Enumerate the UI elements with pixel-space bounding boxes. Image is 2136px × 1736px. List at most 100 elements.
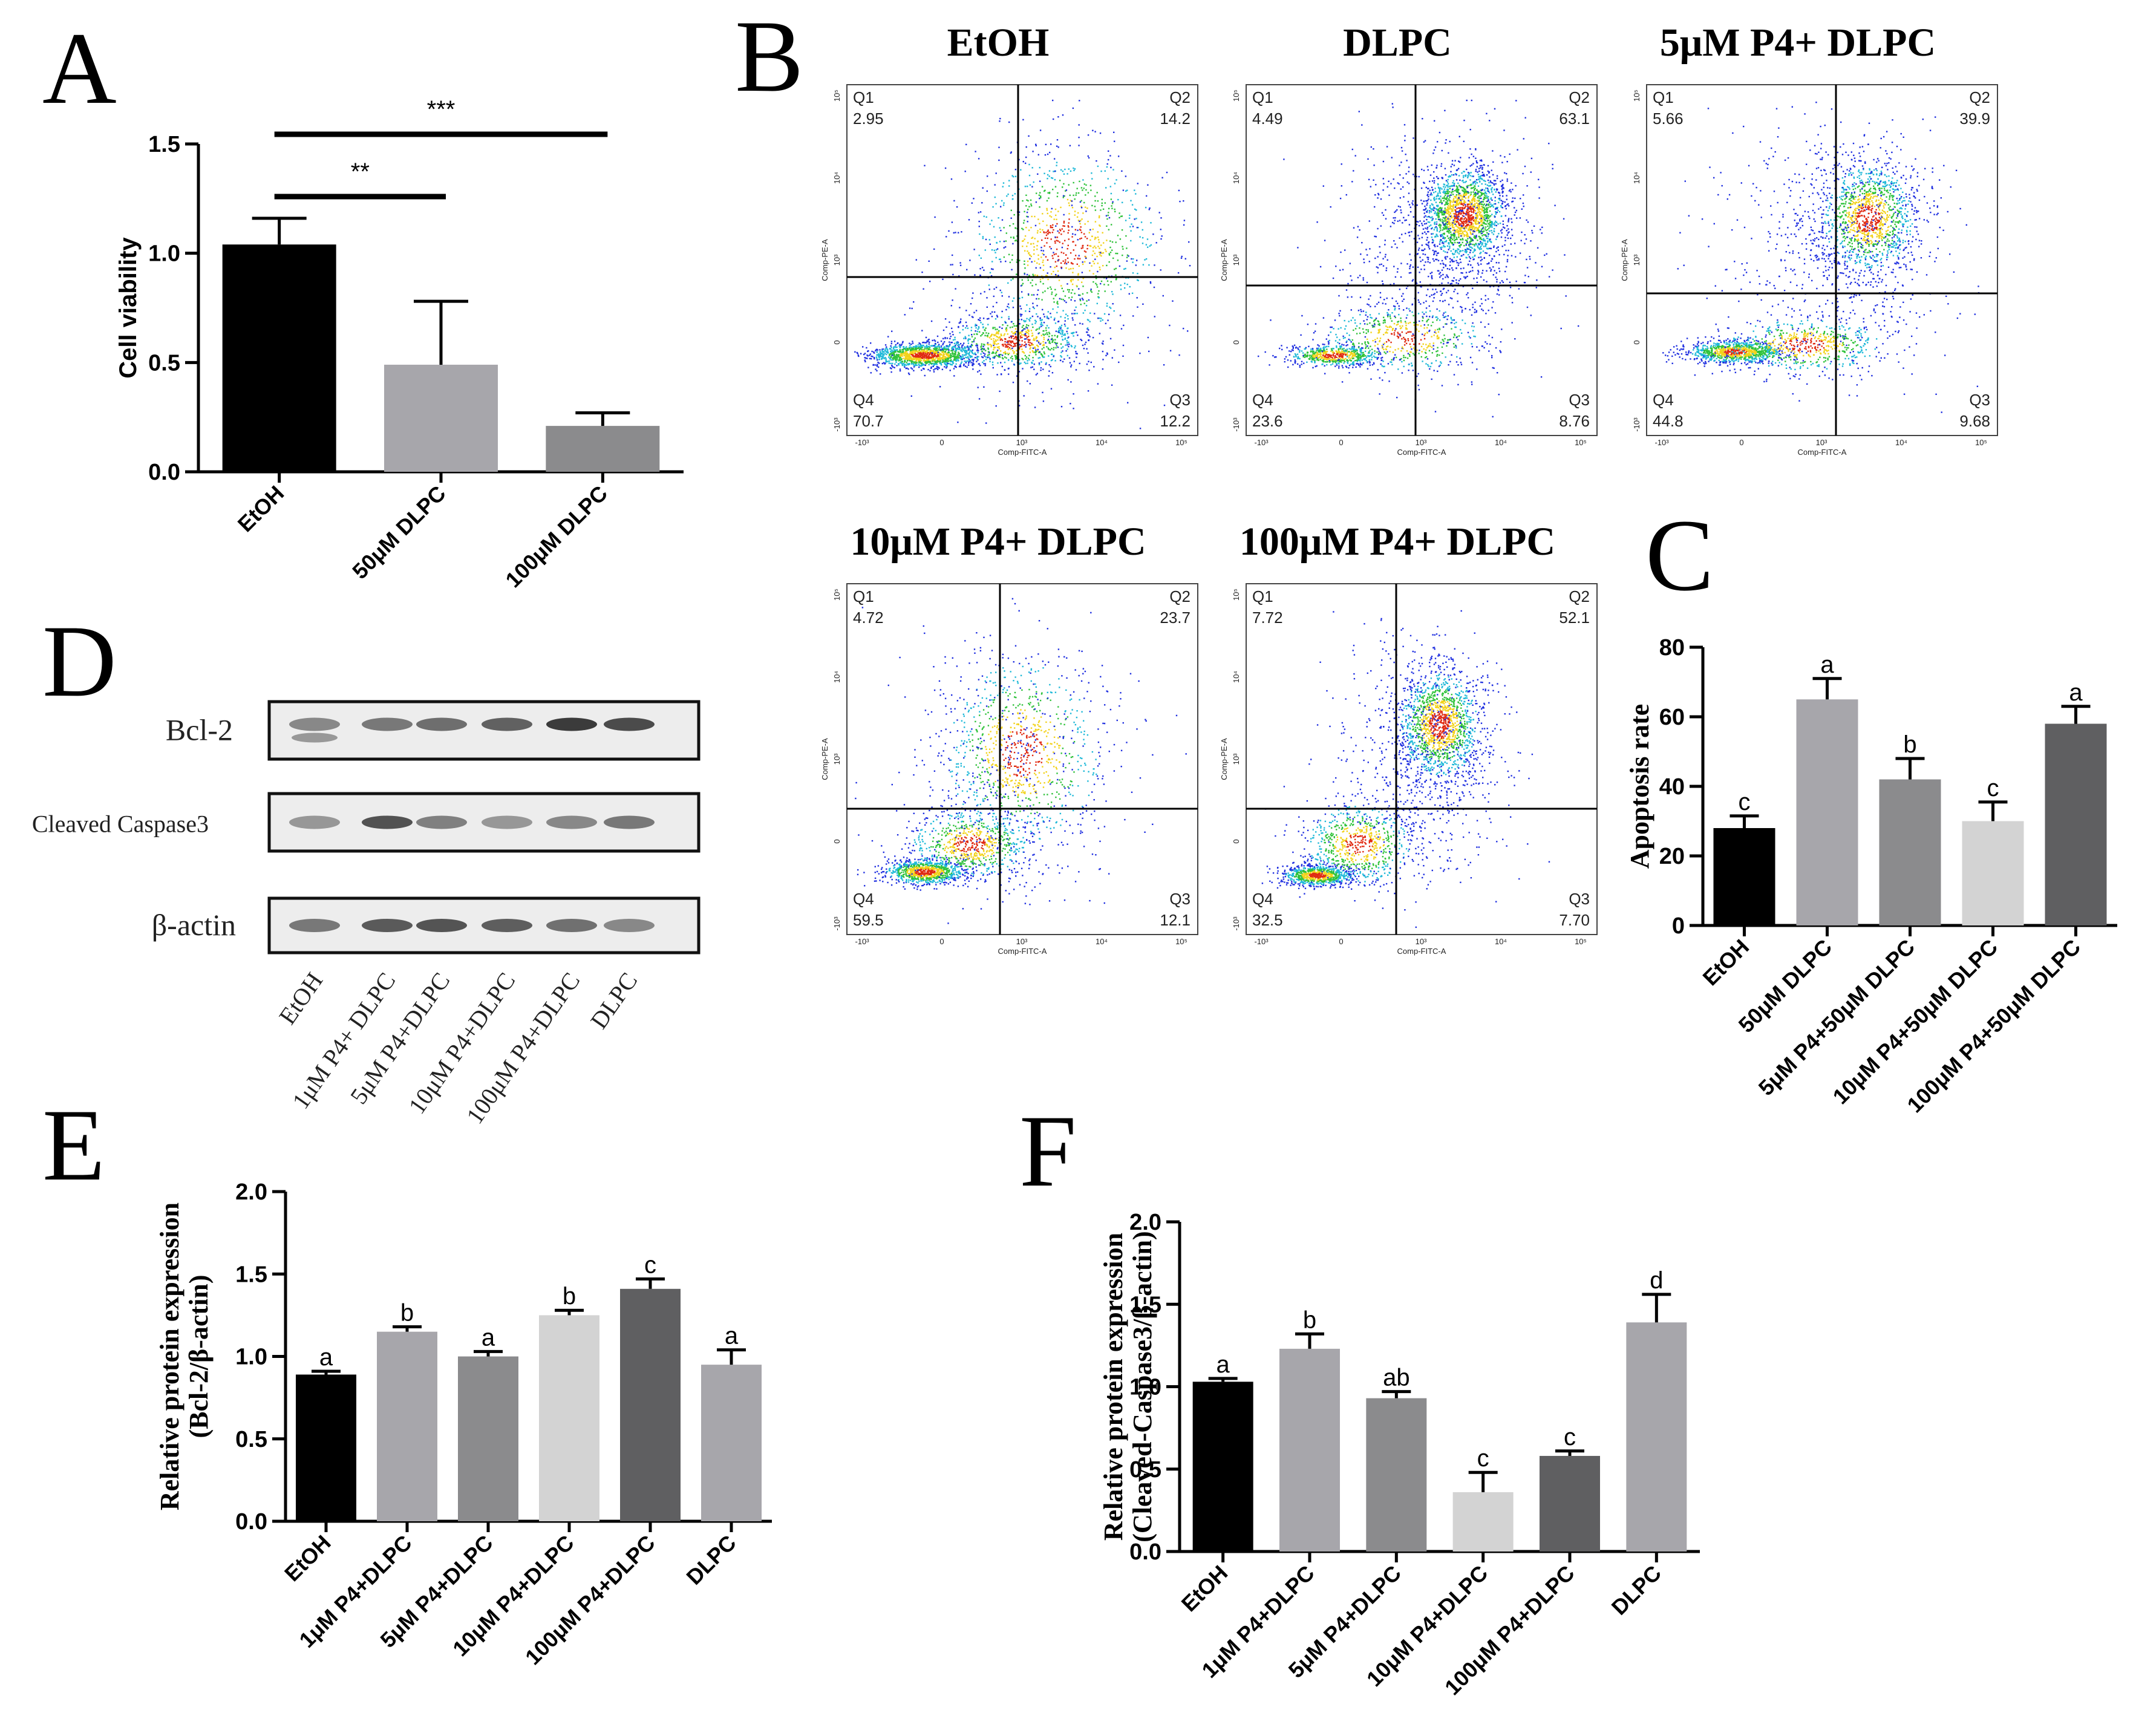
quadrant-q1-value: 4.72 bbox=[853, 609, 884, 627]
x-tick-label: 10⁴ bbox=[1096, 438, 1108, 447]
flow-plot-frame bbox=[1246, 84, 1598, 436]
flow-plot-frame bbox=[1646, 84, 1998, 436]
y-axis-label: Apoptosis rate bbox=[1625, 704, 1654, 869]
x-tick-label: 10⁴ bbox=[1495, 438, 1507, 447]
significance-letter: a bbox=[319, 1344, 333, 1371]
blot-band bbox=[289, 815, 340, 829]
x-tick-label: 10³ bbox=[1016, 937, 1028, 946]
blot-band bbox=[362, 815, 413, 829]
quadrant-q1-name: Q1 bbox=[853, 587, 874, 605]
quadrant-q1-value: 5.66 bbox=[1653, 109, 1684, 128]
y-tick-label: 10³ bbox=[1232, 254, 1241, 266]
scatter-points bbox=[1662, 102, 1980, 413]
bar bbox=[1626, 1322, 1687, 1552]
panel-letter-c: C bbox=[1645, 498, 1714, 612]
x-tick-label: 0 bbox=[1339, 438, 1343, 447]
x-axis-label: Comp-FITC-A bbox=[1798, 448, 1847, 457]
x-tick-label: 10³ bbox=[1416, 438, 1427, 447]
significance-letter: a bbox=[1217, 1351, 1230, 1378]
x-tick-label: 10⁵ bbox=[1575, 937, 1587, 946]
scatter-points bbox=[855, 598, 1187, 924]
x-axis-label: Comp-FITC-A bbox=[998, 947, 1047, 956]
bar bbox=[1962, 821, 2024, 925]
x-tick-label: 0 bbox=[939, 438, 944, 447]
blot-band bbox=[362, 717, 413, 731]
quadrant-q2-value: 63.1 bbox=[1559, 109, 1590, 128]
blot-band bbox=[289, 919, 340, 932]
quadrant-q1-value: 4.49 bbox=[1252, 109, 1283, 128]
blot-band bbox=[482, 717, 532, 731]
x-tick-label: -10³ bbox=[1654, 438, 1669, 447]
x-axis-label: Comp-FITC-A bbox=[998, 448, 1047, 457]
category-label: 50μM DLPC bbox=[347, 481, 450, 584]
blot-row: Bcl-2 bbox=[166, 700, 701, 761]
quadrant-q3-value: 7.70 bbox=[1559, 911, 1590, 929]
bar bbox=[620, 1288, 681, 1521]
panel-letter-f: F bbox=[1019, 1094, 1077, 1208]
bar bbox=[296, 1374, 356, 1521]
significance-letter: b bbox=[400, 1299, 414, 1326]
blot-row-label: Cleaved Caspase3 bbox=[32, 811, 209, 838]
quadrant-q2-name: Q2 bbox=[1569, 587, 1590, 605]
y-tick-label: 0.5 bbox=[1129, 1457, 1161, 1483]
y-tick-label: 0 bbox=[1632, 340, 1641, 344]
flow-plot-title: EtOH bbox=[947, 21, 1050, 65]
quadrant-q3-name: Q3 bbox=[1169, 890, 1190, 908]
y-tick-label: 0 bbox=[1232, 340, 1241, 344]
x-tick-label: 10⁴ bbox=[1495, 937, 1507, 946]
quadrant-q2-name: Q2 bbox=[1969, 88, 1990, 106]
quadrant-q2-name: Q2 bbox=[1569, 88, 1590, 106]
x-tick-label: 10⁴ bbox=[1895, 438, 1907, 447]
blot-band bbox=[546, 919, 597, 932]
quadrant-q3-value: 12.1 bbox=[1160, 911, 1190, 929]
y-tick-label: 1.0 bbox=[1129, 1375, 1161, 1400]
significance-letter: a bbox=[1820, 651, 1834, 678]
y-tick-label: -10³ bbox=[1632, 417, 1641, 432]
scatter-points bbox=[1258, 99, 1579, 418]
y-tick-label: 10⁴ bbox=[1232, 172, 1241, 184]
y-tick-label: 10³ bbox=[832, 254, 841, 266]
y-tick-label: 0.0 bbox=[1129, 1539, 1161, 1565]
y-axis-label: Comp-PE-A bbox=[1620, 239, 1629, 281]
y-tick-label: 0 bbox=[1232, 839, 1241, 843]
significance-letter: d bbox=[1650, 1267, 1663, 1294]
y-tick-label: 10⁴ bbox=[1632, 172, 1641, 184]
blot-band bbox=[546, 815, 597, 829]
category-label: EtOH bbox=[1698, 935, 1754, 991]
y-tick-label: 10⁴ bbox=[1232, 671, 1241, 683]
y-tick-label: 80 bbox=[1659, 635, 1685, 661]
quadrant-q4-value: 70.7 bbox=[853, 412, 884, 430]
panel-letter-b: B bbox=[735, 0, 803, 113]
bar bbox=[222, 244, 336, 472]
quadrant-q3-name: Q3 bbox=[1569, 890, 1590, 908]
significance-letter: a bbox=[482, 1324, 495, 1351]
flow-plot-title: 100μM P4+ DLPC bbox=[1239, 520, 1555, 564]
significance-letter: b bbox=[1303, 1307, 1316, 1333]
bar bbox=[546, 426, 660, 472]
flow-plot: EtOH Q1 2.95 Q2 14.2 Q3 12.2 Q4 70.7 -10³ 0 10³ 10⁴ 1… bbox=[820, 21, 1198, 457]
quadrant-q4-value: 44.8 bbox=[1653, 412, 1684, 430]
y-tick-label: 1.0 bbox=[235, 1345, 267, 1370]
x-tick-label: 10³ bbox=[1016, 438, 1028, 447]
x-tick-label: 10⁵ bbox=[1575, 438, 1587, 447]
blot-band bbox=[289, 717, 340, 731]
flow-plot: 100μM P4+ DLPC Q1 7.72 Q2 52.1 Q3 7.70 Q4 32.5 -1… bbox=[1220, 520, 1598, 956]
significance-letter: c bbox=[1477, 1445, 1489, 1472]
quadrant-q1-name: Q1 bbox=[1252, 587, 1273, 605]
quadrant-q4-value: 59.5 bbox=[853, 911, 884, 929]
bar bbox=[1452, 1492, 1514, 1552]
quadrant-q3-value: 8.76 bbox=[1559, 412, 1590, 430]
quadrant-q2-name: Q2 bbox=[1169, 587, 1190, 605]
y-tick-label: 0.5 bbox=[148, 350, 180, 376]
panel-letter-e: E bbox=[42, 1088, 105, 1202]
bar bbox=[1540, 1455, 1600, 1552]
significance-letter: c bbox=[1564, 1424, 1576, 1450]
blot-band bbox=[482, 919, 532, 932]
x-tick-label: 10⁴ bbox=[1096, 937, 1108, 946]
significance-letter: c bbox=[644, 1251, 656, 1278]
y-axis-label: Comp-PE-A bbox=[820, 738, 829, 780]
quadrant-q3-value: 9.68 bbox=[1959, 412, 1990, 430]
bar bbox=[1796, 699, 1858, 925]
blot-band bbox=[416, 717, 467, 731]
